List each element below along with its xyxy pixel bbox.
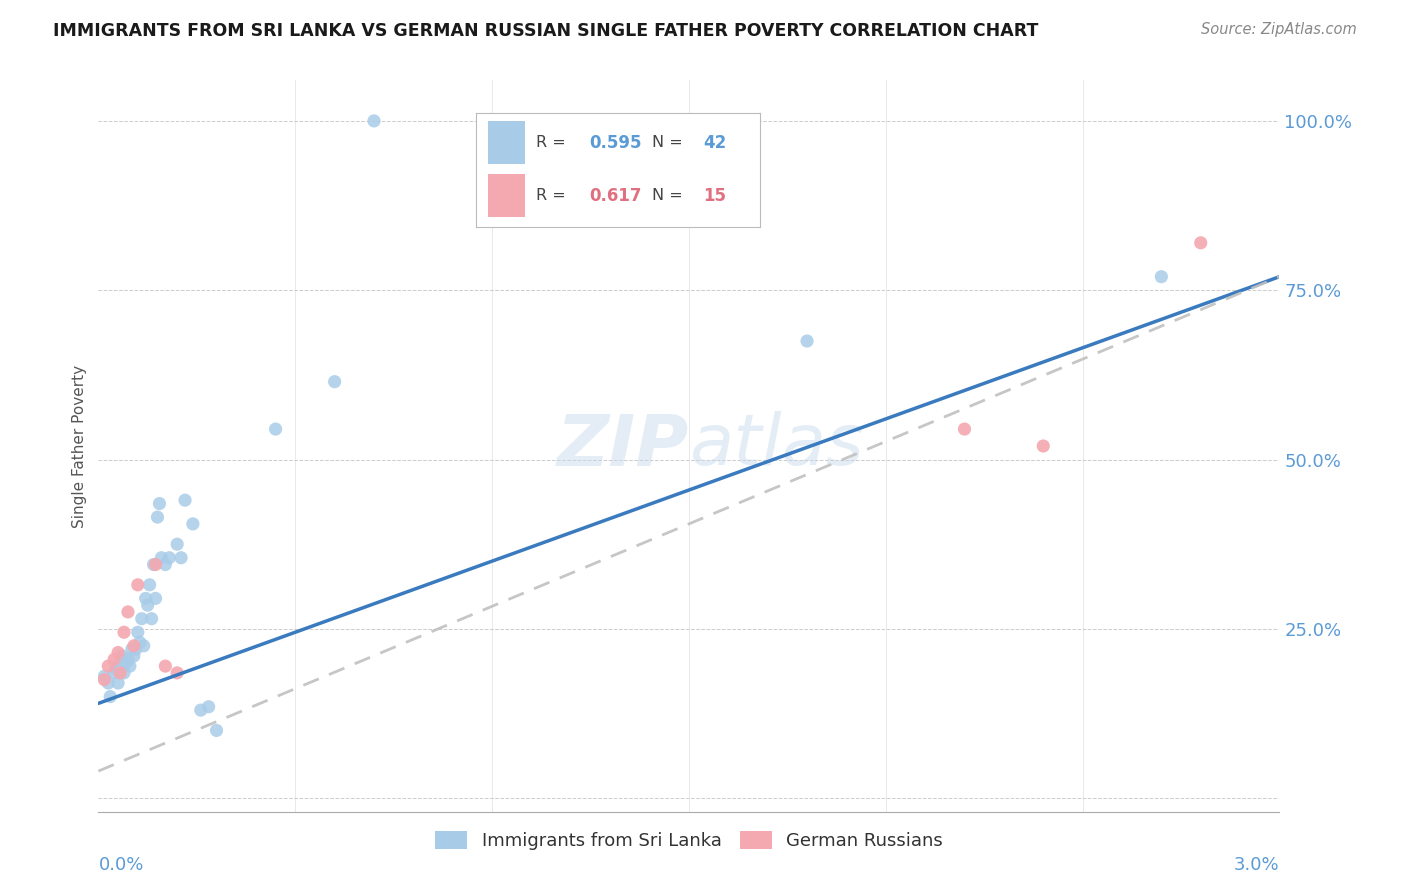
Point	[117, 605, 139, 619]
Point	[122, 639, 145, 653]
Point	[157, 550, 180, 565]
Text: atlas: atlas	[689, 411, 863, 481]
Point	[155, 558, 177, 572]
Point	[363, 114, 385, 128]
Point	[264, 422, 287, 436]
Point	[125, 642, 148, 657]
Point	[112, 665, 135, 680]
Point	[174, 493, 197, 508]
Point	[170, 550, 193, 565]
Point	[107, 646, 129, 660]
Point	[142, 558, 165, 572]
Y-axis label: Single Father Poverty: Single Father Poverty	[72, 365, 87, 527]
Point	[145, 591, 167, 606]
Point	[135, 591, 157, 606]
Point	[97, 659, 120, 673]
Text: ZIP: ZIP	[557, 411, 689, 481]
Point	[118, 659, 141, 673]
Point	[138, 578, 160, 592]
Point	[131, 612, 153, 626]
Point	[205, 723, 228, 738]
Point	[128, 635, 150, 649]
Point	[1189, 235, 1212, 250]
Point	[103, 665, 125, 680]
Point	[132, 639, 155, 653]
Point	[796, 334, 818, 348]
Point	[323, 375, 346, 389]
Text: 3.0%: 3.0%	[1234, 855, 1279, 873]
Point	[107, 676, 129, 690]
Point	[93, 669, 115, 683]
Text: 0.0%: 0.0%	[98, 855, 143, 873]
Text: Source: ZipAtlas.com: Source: ZipAtlas.com	[1201, 22, 1357, 37]
Point	[108, 656, 131, 670]
Point	[117, 652, 139, 666]
Point	[127, 625, 149, 640]
Text: IMMIGRANTS FROM SRI LANKA VS GERMAN RUSSIAN SINGLE FATHER POVERTY CORRELATION CH: IMMIGRANTS FROM SRI LANKA VS GERMAN RUSS…	[53, 22, 1039, 40]
Point	[141, 612, 163, 626]
Point	[122, 648, 145, 663]
Point	[121, 642, 143, 657]
Point	[105, 663, 128, 677]
Point	[103, 652, 125, 666]
Point	[136, 598, 159, 612]
Point	[93, 673, 115, 687]
Point	[1032, 439, 1054, 453]
Point	[115, 656, 138, 670]
Point	[190, 703, 212, 717]
Point	[127, 578, 149, 592]
Point	[166, 537, 188, 551]
Point	[197, 699, 219, 714]
Point	[155, 659, 177, 673]
Point	[98, 690, 121, 704]
Point	[112, 625, 135, 640]
Legend: Immigrants from Sri Lanka, German Russians: Immigrants from Sri Lanka, German Russia…	[427, 823, 950, 857]
Point	[166, 665, 188, 680]
Point	[146, 510, 169, 524]
Point	[108, 665, 131, 680]
Point	[953, 422, 976, 436]
Point	[111, 648, 134, 663]
Point	[1150, 269, 1173, 284]
Point	[150, 550, 173, 565]
Point	[148, 497, 170, 511]
Point	[97, 676, 120, 690]
Point	[181, 516, 204, 531]
Point	[145, 558, 167, 572]
